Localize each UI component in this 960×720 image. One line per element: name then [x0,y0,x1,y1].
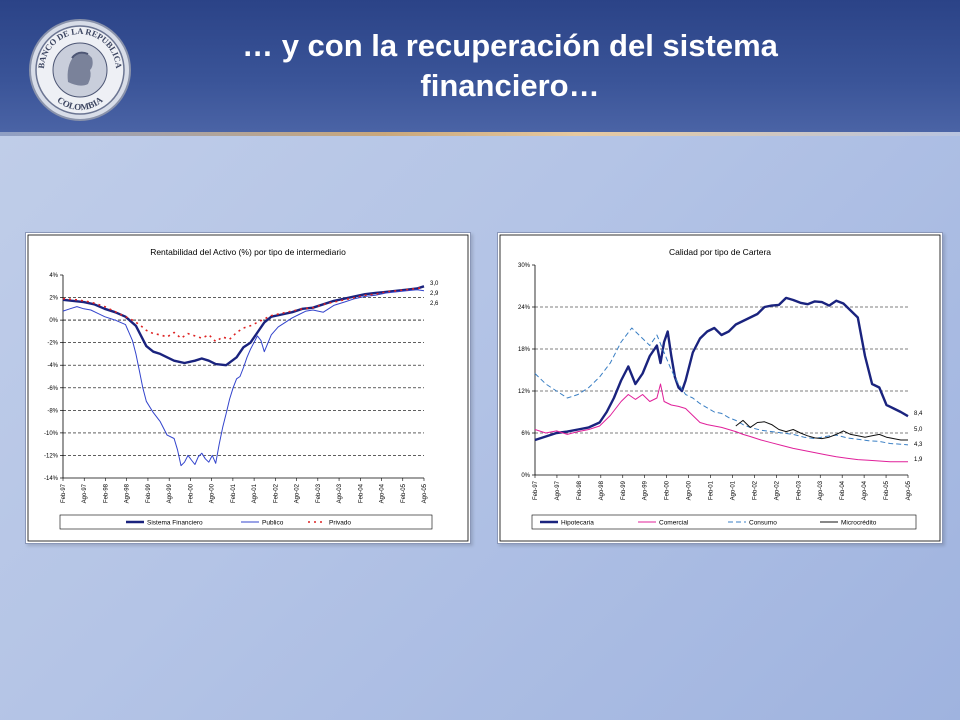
series-line-hipotecaria [534,296,909,442]
y-tick-label: 0% [521,473,530,479]
x-tick-label: Ago-97 [555,480,561,500]
x-tick-label: Feb-99 [146,483,152,503]
chart-calidad-cartera: Calidad por tipo de Cartera 0% 6% 12% 18% 24%… [499,234,941,542]
x-tick-label: Ago-04 [862,480,868,500]
chart-title: Rentabilidad del Activo (%) por tipo de … [150,247,346,257]
x-tick-label: Feb-04 [840,480,846,500]
x-tick-label: Feb-02 [752,480,758,500]
y-tick-label: 0% [49,318,58,324]
x-tick-label: Feb-02 [273,483,279,503]
y-tick-label: -8% [47,408,58,414]
slide-title: … y con la recuperación del sistema fina… [160,26,860,106]
legend-label: Consumo [749,520,777,527]
x-tick-label: Feb-05 [401,483,407,503]
x-tick-label: Feb-98 [577,480,583,500]
y-tick-label: 12% [518,389,531,395]
x-tick-label: Ago-00 [210,483,216,503]
y-tick-label: -10% [44,431,59,437]
x-tick-label: Feb-04 [358,483,364,503]
y-tick-label: -6% [47,386,58,392]
x-tick-label: Ago-03 [337,483,343,503]
legend-label: Microcrédito [841,520,877,527]
slide-title-line-2: financiero… [420,68,600,103]
y-tick-label: 6% [521,431,530,437]
series-line-microcr-dito [735,419,908,441]
y-tick-label: -12% [44,453,59,459]
x-tick-label: Ago-99 [643,480,649,500]
x-tick-label: Feb-05 [884,480,890,500]
end-value-label: 3,0 [430,281,439,287]
legend-box [531,514,917,530]
x-tick-label: Feb-98 [103,483,109,503]
y-tick-label: -2% [47,341,58,347]
x-tick-label: Ago-02 [295,483,301,503]
header-divider [0,132,960,136]
x-tick-label: Feb-03 [316,483,322,503]
banco-republica-seal-icon: BANCO DE LA REPUBLICA COLOMBIA [29,19,131,121]
chart-rentabilidad: Rentabilidad del Activo (%) por tipo de … [27,234,469,542]
x-tick-label: Feb-01 [231,483,237,503]
x-tick-label: Ago-98 [599,480,605,500]
x-tick-label: Ago-00 [687,480,693,500]
y-tick-label: -14% [44,476,59,482]
x-tick-label: Feb-01 [709,480,715,500]
series-line-publico [62,289,425,467]
y-tick-label: 30% [518,263,531,269]
x-tick-label: Ago-97 [82,483,88,503]
series-line-consumo [534,327,909,446]
x-tick-label: Ago-05 [422,483,428,503]
legend-label: Sistema Financiero [147,520,203,527]
end-value-label: 4,3 [914,442,923,448]
legend-label: Hipotecaria [561,520,594,527]
y-tick-label: 24% [518,305,531,311]
y-tick-label: 4% [49,273,58,279]
x-tick-label: Ago-99 [167,483,173,503]
x-tick-label: Ago-03 [818,480,824,500]
x-tick-label: Ago-01 [252,483,258,503]
chart-title: Calidad por tipo de Cartera [669,247,771,257]
x-tick-label: Ago-98 [125,483,131,503]
chart-panel-rentabilidad: Rentabilidad del Activo (%) por tipo de … [25,232,471,544]
y-tick-label: 18% [518,347,531,353]
y-tick-label: 2% [49,296,58,302]
x-tick-label: Feb-97 [61,483,67,503]
end-value-label: 8,4 [914,411,923,417]
x-tick-label: Feb-97 [533,480,539,500]
chart-panel-calidad: Calidad por tipo de Cartera 0% 6% 12% 18% 24%… [497,232,943,544]
legend-label: Publico [262,520,284,527]
x-tick-label: Feb-03 [796,480,802,500]
x-tick-label: Feb-00 [188,483,194,503]
end-value-label: 5,0 [914,427,923,433]
legend-label: Privado [329,520,351,527]
end-value-label: 1,9 [914,457,923,463]
slide-header [0,0,960,134]
legend-label: Comercial [659,520,689,527]
end-value-label: 2,9 [430,291,439,297]
y-tick-label: -4% [47,363,58,369]
x-tick-label: Ago-05 [906,480,912,500]
series-line-sistema-financiero [62,285,425,367]
slide-title-line-1: … y con la recuperación del sistema [242,28,778,63]
series-line-comercial [534,383,908,463]
x-tick-label: Ago-04 [380,483,386,503]
chart-frame [499,234,941,542]
x-tick-label: Feb-00 [665,480,671,500]
x-tick-label: Ago-02 [774,480,780,500]
end-value-label: 2,6 [430,301,439,307]
x-tick-label: Ago-01 [730,480,736,500]
x-tick-label: Feb-99 [621,480,627,500]
